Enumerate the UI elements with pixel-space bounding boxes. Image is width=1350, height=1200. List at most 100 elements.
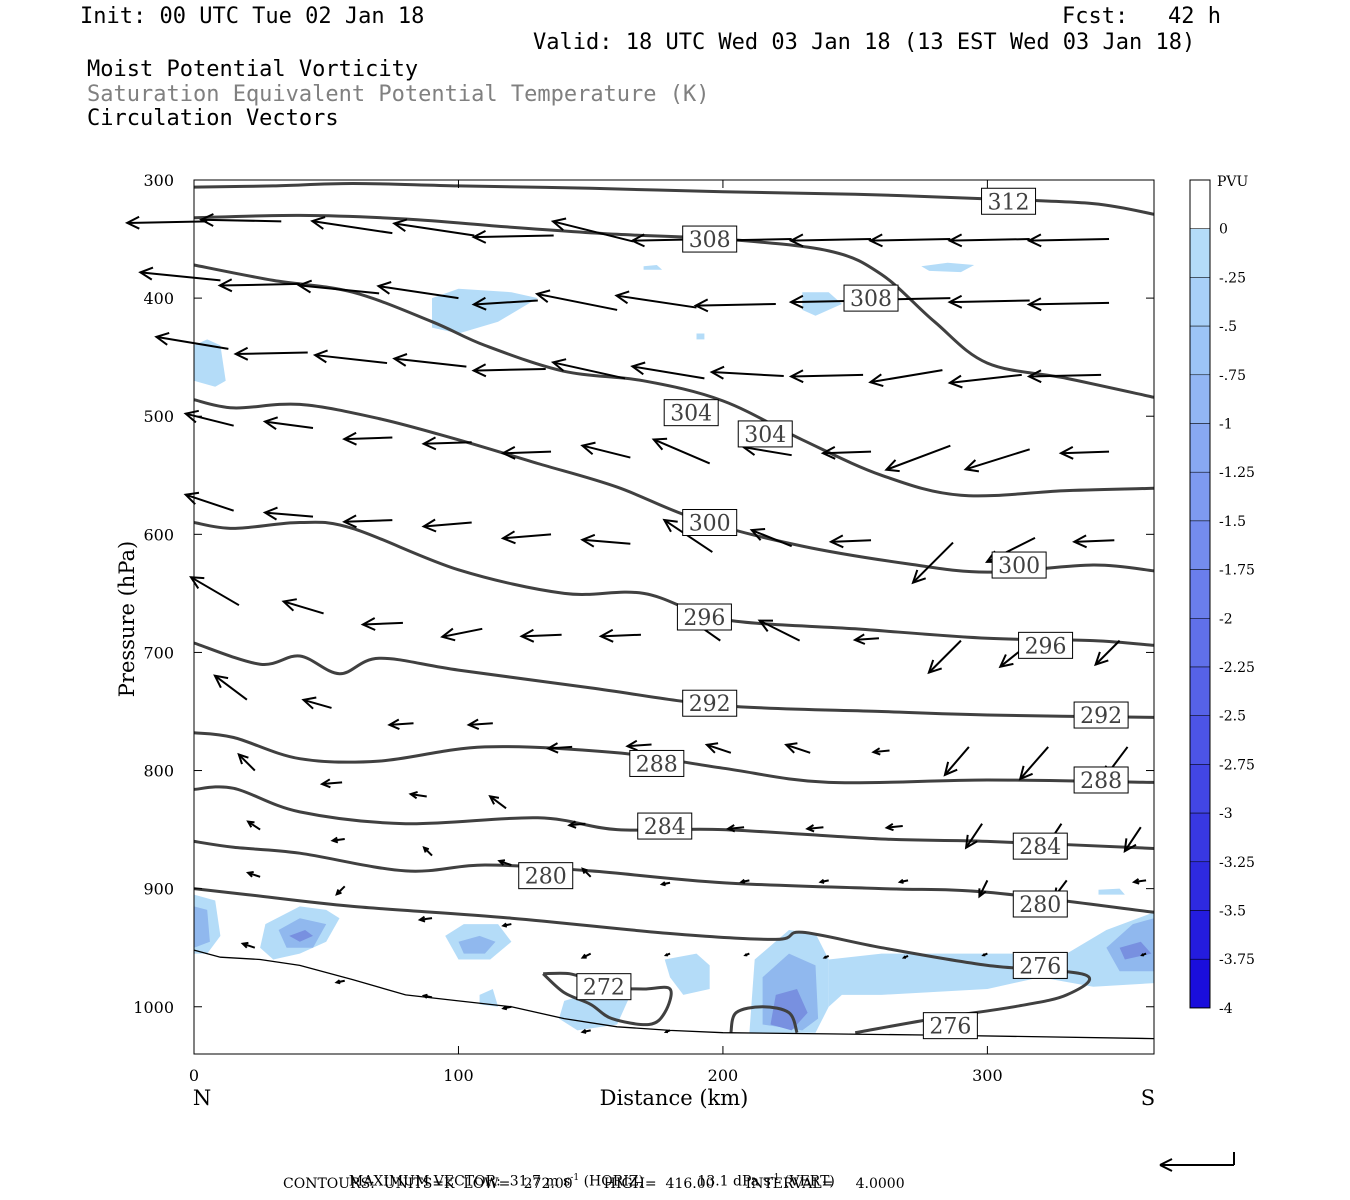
contour-label-text: 272	[583, 976, 625, 1001]
circulation-vector	[240, 941, 256, 949]
plot-frame	[193, 179, 1155, 1055]
circulation-vector	[417, 915, 433, 923]
circulation-vector	[852, 633, 880, 645]
init-time: Init: 00 UTC Tue 02 Jan 18	[80, 4, 425, 29]
pv-region	[802, 292, 842, 316]
contour-label: 308	[843, 284, 899, 312]
x-end-label-left: N	[193, 1086, 211, 1110]
y-tick-label: 800	[143, 762, 174, 781]
pv-region	[458, 935, 496, 954]
y-axis-title: Pressure (hPa)	[115, 541, 139, 697]
circulation-vector	[651, 437, 711, 465]
colorbar-cell	[1189, 861, 1211, 911]
circulation-vector	[805, 824, 824, 833]
contour-label: 308	[682, 225, 738, 253]
circulation-vector	[757, 619, 801, 642]
circulation-vector	[911, 541, 954, 585]
colorbar-cell	[1189, 812, 1211, 863]
contour-label-text: 308	[850, 287, 892, 312]
contour-label: 288	[1073, 766, 1129, 794]
colorbar-cell	[1189, 228, 1211, 278]
circulation-vector	[927, 639, 962, 675]
circulation-vector	[519, 628, 562, 643]
circulation-vector	[884, 444, 951, 473]
contour-label: 304	[663, 399, 719, 427]
circulation-vector	[183, 409, 234, 427]
circulation-vector	[233, 346, 308, 361]
contour-label-text: 312	[988, 190, 1030, 215]
circulation-vector	[1026, 233, 1110, 248]
max-vert-value: 13.1 dPa s	[697, 1173, 771, 1190]
circulation-vector	[1026, 297, 1110, 312]
circulation-vector	[154, 331, 229, 350]
colorbar-label: 0	[1219, 222, 1228, 238]
circulation-vector	[663, 952, 671, 957]
horiz-unit: (HORIZ)	[583, 1173, 644, 1190]
circulation-vector	[598, 628, 641, 643]
circulation-vector	[981, 952, 988, 957]
circulation-vector	[262, 416, 314, 431]
circulation-vector	[1131, 878, 1147, 885]
contour-label-text: 300	[998, 554, 1040, 579]
circulation-vector	[693, 298, 776, 313]
max-vector-info: MAXIMUM VECTOR: 31.7 m s-1 (HORIZ) 13.1 …	[340, 1157, 835, 1190]
colorbar: PVU 0 -.25 -.5 -.75 -1 -1.25 -1.5 -1.75 -2 -2.25 -2…	[1189, 174, 1255, 1017]
circulation-vector	[376, 281, 459, 300]
circulation-vector	[709, 365, 784, 380]
circulation-vector	[319, 778, 343, 789]
colorbar-cell	[1189, 910, 1211, 960]
colorbar-label: -1.75	[1219, 563, 1255, 579]
pv-region	[1098, 888, 1125, 895]
pv-region	[194, 339, 226, 387]
contour-label: 292	[1073, 701, 1129, 729]
pv-region	[828, 912, 1154, 1007]
circulation-vector	[387, 718, 414, 731]
isentrope-line	[729, 1005, 799, 1034]
colorbar-label: -3	[1219, 806, 1233, 822]
circulation-vector	[580, 952, 592, 959]
pv-region	[289, 930, 313, 942]
circulation-vector	[550, 217, 634, 243]
colorbar-label: -3.25	[1219, 855, 1255, 871]
contour-label-text: 276	[1019, 954, 1061, 979]
circulation-vector	[964, 823, 983, 850]
contour-label: 296	[676, 603, 732, 631]
terrain-line	[193, 949, 1155, 1040]
circulation-vector	[1072, 534, 1115, 549]
circulation-vector	[421, 436, 472, 451]
circulation-vector	[199, 213, 282, 227]
circulation-vector	[408, 790, 427, 800]
circulation-vector	[189, 576, 240, 607]
contour-label-text: 296	[683, 606, 725, 631]
contour-label: 272	[576, 973, 632, 1001]
circulation-vector	[342, 431, 393, 446]
contour-label-text: 308	[689, 228, 731, 253]
circulation-vector	[421, 518, 472, 533]
colorbar-label: -1.25	[1219, 465, 1255, 481]
circulation-vector	[422, 846, 433, 857]
circulation-vector	[901, 955, 909, 959]
x-tick-label: 300	[972, 1066, 1003, 1085]
y-tick-label: 600	[143, 525, 174, 544]
circulation-vector	[1094, 639, 1121, 667]
x-end-label-right: S	[1141, 1086, 1155, 1110]
contour-label-text: 280	[1019, 893, 1061, 918]
circulation-vector	[296, 279, 380, 295]
colorbar-label: -.5	[1219, 319, 1237, 335]
contour-label: 284	[637, 812, 693, 840]
colorbar-cell	[1189, 325, 1211, 376]
contour-label: 296	[1018, 631, 1074, 659]
circulation-vector	[978, 879, 989, 899]
circulation-vector	[868, 233, 951, 248]
circulation-vector	[262, 506, 314, 521]
circulation-vector	[488, 794, 507, 810]
circulation-vector	[749, 528, 793, 548]
reference-arrow-icon	[1159, 1152, 1235, 1172]
circulation-vector	[237, 752, 256, 772]
circulation-vector	[301, 696, 332, 710]
colorbar-cell	[1189, 520, 1211, 570]
circulation-vector	[884, 822, 903, 832]
colorbar-cell	[1189, 958, 1211, 1009]
contour-label-text: 304	[744, 423, 786, 448]
